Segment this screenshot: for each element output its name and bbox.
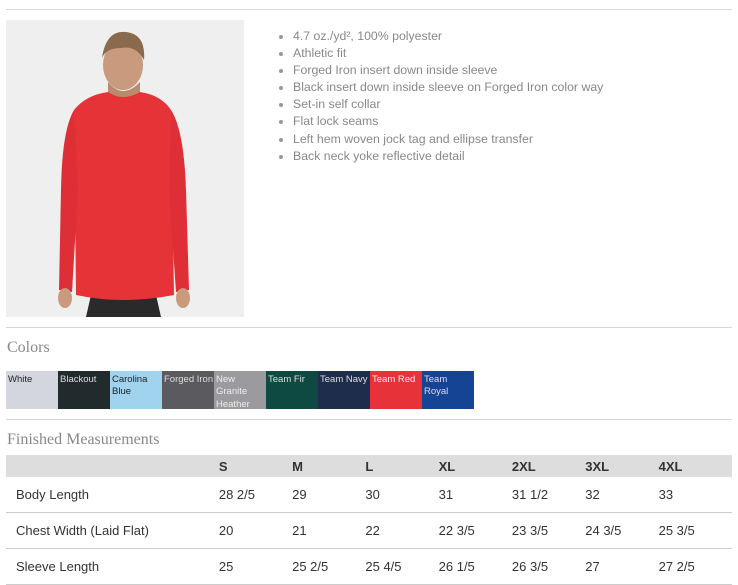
divider — [6, 419, 732, 420]
table-cell: 29 — [292, 477, 366, 513]
table-cell: 23 3/5 — [511, 512, 586, 549]
color-swatch[interactable]: White — [6, 371, 58, 409]
feature-item: Forged Iron insert down inside sleeve — [293, 62, 603, 79]
divider — [6, 327, 732, 328]
table-cell: 25 3/5 — [658, 512, 732, 549]
table-cell: 31 1/2 — [511, 477, 586, 513]
column-header: M — [292, 455, 366, 477]
feature-item: Left hem woven jock tag and ellipse tran… — [293, 131, 603, 148]
divider — [6, 9, 732, 10]
feature-item: Set-in self collar — [293, 96, 603, 113]
column-header: 3XL — [585, 455, 659, 477]
measurements-table: S M L XL 2XL 3XL 4XL Body Length 28 2/5 29 30 31 31… — [6, 455, 732, 585]
colors-heading: Colors — [7, 339, 50, 356]
color-swatch[interactable]: Team Fir — [266, 371, 318, 409]
product-image — [6, 20, 244, 317]
feature-item: 4.7 oz./yd², 100% polyester — [293, 28, 603, 45]
table-cell: 30 — [365, 477, 439, 513]
color-swatch[interactable]: Blackout — [58, 371, 110, 409]
table-cell: 20 — [218, 512, 293, 549]
table-cell: 24 3/5 — [585, 512, 659, 549]
table-header-row: S M L XL 2XL 3XL 4XL — [6, 455, 732, 477]
feature-list: 4.7 oz./yd², 100% polyester Athletic fit… — [276, 28, 603, 165]
color-swatch[interactable]: Carolina Blue — [110, 371, 162, 409]
table-cell: 32 — [585, 477, 659, 513]
column-header: S — [218, 455, 293, 477]
row-label: Sleeve Length — [6, 548, 219, 585]
table-cell: 26 1/5 — [438, 548, 512, 585]
table-cell: 26 3/5 — [511, 548, 586, 585]
measurements-heading: Finished Measurements — [7, 431, 160, 448]
table-cell: 28 2/5 — [218, 477, 293, 513]
table-cell: 21 — [292, 512, 366, 549]
feature-item: Flat lock seams — [293, 113, 603, 130]
color-swatch[interactable]: Team Red — [370, 371, 422, 409]
column-header: 2XL — [511, 455, 586, 477]
color-swatch[interactable]: Team Royal — [422, 371, 474, 409]
column-header: XL — [438, 455, 512, 477]
table-cell: 25 4/5 — [365, 548, 439, 585]
column-header: 4XL — [658, 455, 732, 477]
table-cell: 27 2/5 — [658, 548, 732, 585]
table-row: Body Length 28 2/5 29 30 31 31 1/2 32 33 — [6, 477, 732, 513]
row-label: Body Length — [6, 477, 219, 513]
table-row: Chest Width (Laid Flat) 20 21 22 22 3/5 23 3/… — [6, 512, 732, 549]
table-cell: 31 — [438, 477, 512, 513]
color-swatch[interactable]: Forged Iron — [162, 371, 214, 409]
table-cell: 33 — [658, 477, 732, 513]
table-cell: 25 — [218, 548, 293, 585]
feature-item: Black insert down inside sleeve on Forge… — [293, 79, 603, 96]
column-header — [6, 455, 219, 477]
feature-item: Athletic fit — [293, 45, 603, 62]
row-label: Chest Width (Laid Flat) — [6, 512, 219, 549]
color-swatch[interactable]: New Granite Heather — [214, 371, 266, 409]
column-header: L — [365, 455, 439, 477]
color-swatch[interactable]: Team Navy — [318, 371, 370, 409]
feature-item: Back neck yoke reflective detail — [293, 148, 603, 165]
table-cell: 25 2/5 — [292, 548, 366, 585]
color-swatches: White Blackout Carolina Blue Forged Iron New… — [6, 371, 474, 409]
table-row: Sleeve Length 25 25 2/5 25 4/5 26 1/5 26 3/5 2… — [6, 548, 732, 585]
table-cell: 22 — [365, 512, 439, 549]
table-cell: 27 — [585, 548, 659, 585]
table-cell: 22 3/5 — [438, 512, 512, 549]
